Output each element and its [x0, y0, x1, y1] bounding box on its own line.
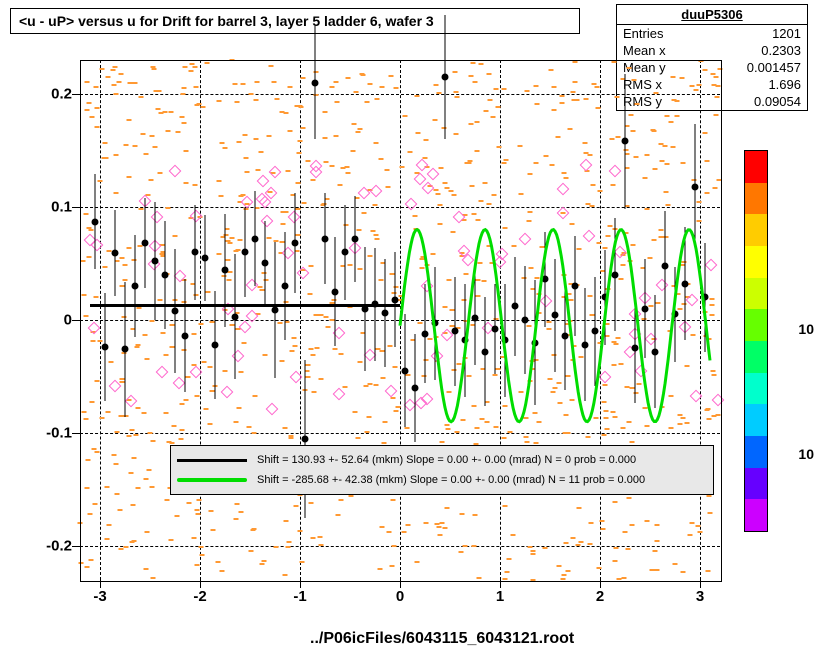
- x-tick-label: -2: [193, 588, 206, 605]
- root-canvas: <u - uP> versus u for Drift for barrel 3…: [0, 0, 820, 660]
- legend-row-black: Shift = 130.93 +- 52.64 (mkm) Slope = 0.…: [177, 450, 707, 470]
- legend-text-green: Shift = -285.68 +- 42.38 (mkm) Slope = 0…: [257, 474, 645, 486]
- y-tick-label: 0.1: [22, 198, 72, 215]
- legend-swatch-green: [177, 478, 247, 482]
- legend-swatch-black: [177, 459, 247, 462]
- x-tick-label: -3: [93, 588, 106, 605]
- x-tick-label: 3: [696, 588, 704, 605]
- x-tick-label: -1: [293, 588, 306, 605]
- x-tick-label: 0: [396, 588, 404, 605]
- colorbar-label: 10: [798, 446, 814, 462]
- colorbar-label: 10: [798, 321, 814, 337]
- y-tick-label: 0: [22, 312, 72, 329]
- y-tick-label: -0.2: [22, 538, 72, 555]
- y-tick-label: 0.2: [22, 85, 72, 102]
- x-tick-label: 1: [496, 588, 504, 605]
- stats-title: duuP5306: [617, 5, 807, 25]
- plot-area: [80, 60, 720, 580]
- chart-title: <u - uP> versus u for Drift for barrel 3…: [10, 8, 580, 34]
- colorbar: [744, 150, 768, 532]
- fit-legend: Shift = 130.93 +- 52.64 (mkm) Slope = 0.…: [170, 445, 714, 495]
- y-tick-label: -0.1: [22, 425, 72, 442]
- stats-row: Mean x0.2303: [617, 42, 807, 59]
- x-tick-label: 2: [596, 588, 604, 605]
- footer-path: ../P06icFiles/6043115_6043121.root: [310, 630, 574, 648]
- legend-row-green: Shift = -285.68 +- 42.38 (mkm) Slope = 0…: [177, 470, 707, 490]
- stats-row: Entries1201: [617, 25, 807, 42]
- legend-text-black: Shift = 130.93 +- 52.64 (mkm) Slope = 0.…: [257, 454, 636, 466]
